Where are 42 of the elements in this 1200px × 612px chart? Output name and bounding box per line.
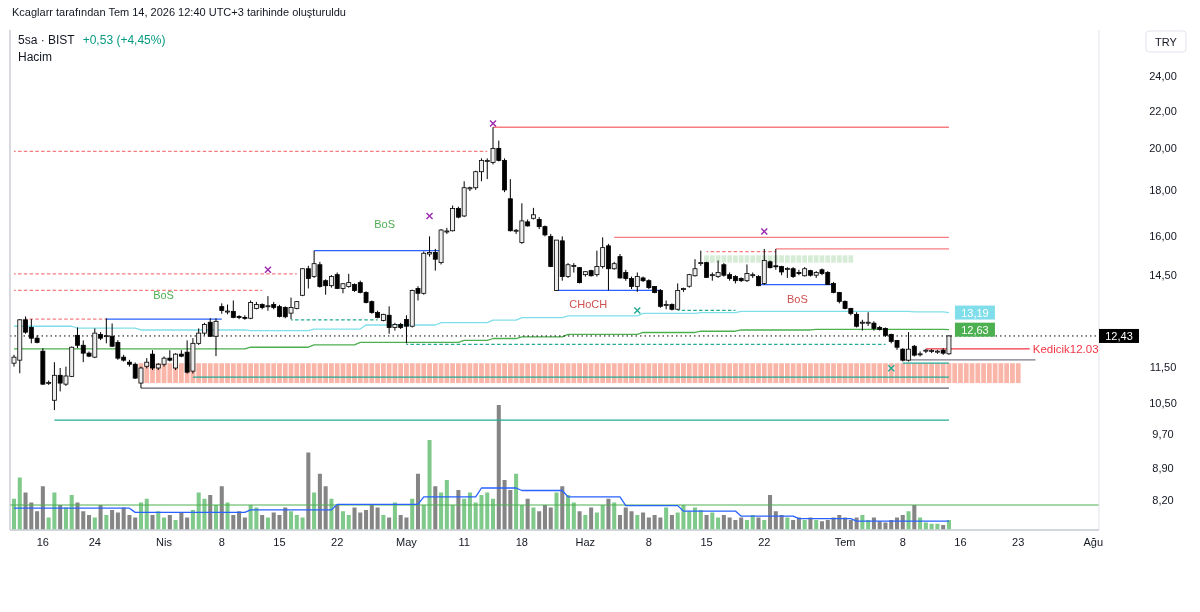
x-tick-label: May [396, 536, 418, 548]
data-label: 12,63 [961, 323, 989, 336]
x-tick-label: 15 [700, 536, 713, 548]
x-tick-label: 8 [899, 536, 906, 548]
series-label: Kedicik12.03 [1032, 342, 1099, 355]
y-tick-label: 10,50 [1149, 396, 1177, 409]
data-label: 13,19 [961, 306, 989, 319]
y-tick-label: 14,50 [1149, 269, 1177, 282]
y-tick-label: 16,00 [1149, 230, 1177, 243]
x-tick-label: Tem [834, 536, 856, 548]
x-tick-label: 22 [758, 536, 771, 548]
y-tick-label: 24,00 [1149, 70, 1177, 83]
x-tick-label: 8 [218, 536, 225, 548]
y-tick-label: 18,00 [1149, 183, 1177, 196]
x-tick-label: 24 [88, 536, 101, 548]
x-tick-label: 16 [954, 536, 967, 548]
x-tick-label: 18 [515, 536, 528, 548]
x-tick-label: Nis [156, 536, 173, 548]
x-tick-label: 22 [331, 536, 344, 548]
y-tick-label: 11,50 [1149, 360, 1177, 373]
chart-subtitle: +0,53 (+4,45%) [82, 33, 166, 47]
annotation: CHoCH [569, 298, 608, 310]
x-tick-label: 11 [458, 536, 470, 548]
y-tick-label: 22,00 [1149, 104, 1177, 117]
x-tick-label: 23 [1012, 536, 1025, 548]
annotation: BoS [786, 293, 808, 305]
x-tick-label: 16 [36, 536, 49, 548]
x-tick-label: Haz [575, 536, 596, 548]
chart-title: 5sa · BIST [18, 33, 75, 47]
y-tick-label: 8,90 [1152, 461, 1174, 474]
annotation: BoS [374, 218, 396, 230]
annotation: BoS [153, 289, 174, 301]
y-tick-label: 9,70 [1152, 427, 1174, 440]
y-axis-title: TRY [1155, 36, 1178, 48]
chart-title: Hacim [18, 50, 53, 64]
x-tick-label: Ağu [1083, 536, 1104, 548]
x-tick-label: 8 [645, 536, 652, 548]
x-tick-label: 15 [273, 536, 286, 548]
ref-line-label: 12,43 [1105, 329, 1133, 342]
y-tick-label: 20,00 [1149, 142, 1177, 155]
y-tick-label: 8,20 [1152, 494, 1174, 507]
text: Kcaglarr tarafından Tem 14, 2026 12:40 UTC+3 tarihinde oluşturuldu [12, 6, 346, 18]
